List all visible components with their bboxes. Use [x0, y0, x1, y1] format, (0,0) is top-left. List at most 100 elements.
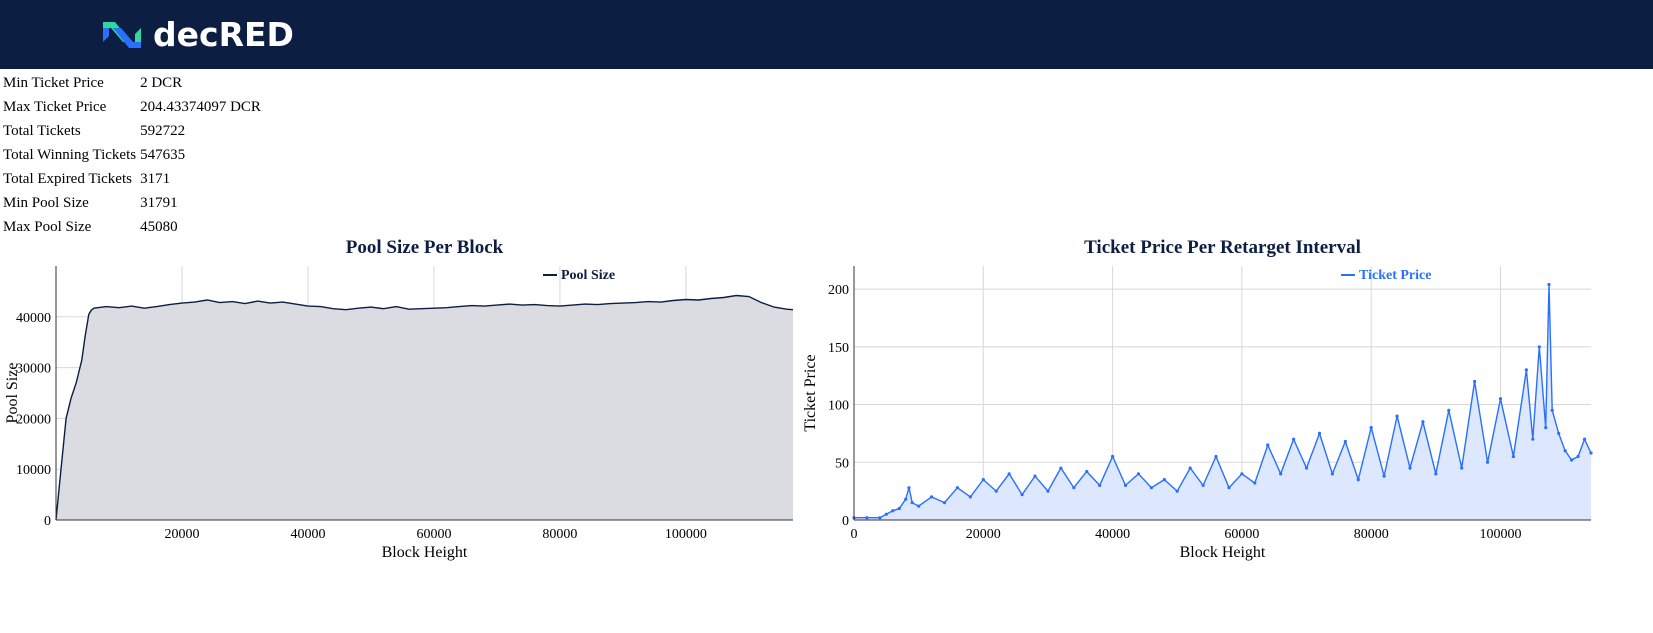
data-point — [1343, 439, 1347, 444]
stats-table: Min Ticket Price 2 DCR Max Ticket Price … — [2, 71, 262, 239]
data-point — [865, 516, 869, 520]
x-tick-label: 80000 — [1354, 527, 1389, 542]
data-point — [1498, 397, 1503, 401]
data-point — [1292, 437, 1296, 441]
stat-value: 31791 — [140, 195, 178, 211]
series-line — [854, 284, 1592, 519]
data-point — [1279, 472, 1283, 476]
y-tick-label: 10000 — [16, 463, 51, 478]
data-point — [910, 501, 914, 505]
pool-size-chart[interactable]: Pool Size Per Block 20000 40000 60000 80000 1… — [0, 236, 800, 566]
series-line — [55, 294, 794, 521]
x-tick-label: 100000 — [1479, 527, 1521, 542]
data-point — [1020, 493, 1024, 497]
data-point — [1563, 449, 1567, 453]
data-point — [1537, 345, 1541, 349]
data-point — [942, 501, 947, 505]
y-tick-label: 30000 — [16, 362, 51, 377]
data-point — [1007, 472, 1011, 476]
x-tick-label: 80000 — [542, 527, 577, 542]
data-point — [1162, 477, 1166, 482]
data-point — [904, 497, 908, 501]
stat-label: Total Winning Tickets — [3, 147, 137, 163]
y-tick-label: 100 — [828, 399, 849, 414]
stat-value: 592722 — [140, 123, 186, 139]
data-point — [897, 506, 901, 511]
data-point — [1201, 483, 1205, 487]
data-point — [1098, 483, 1102, 487]
y-tick-label: 0 — [44, 514, 51, 529]
data-point — [884, 512, 888, 516]
decred-logo-text: decRED — [153, 15, 294, 54]
data-point — [1123, 483, 1128, 487]
chart-title: Pool Size Per Block — [346, 237, 504, 258]
data-point — [1227, 486, 1231, 490]
data-point — [1589, 451, 1593, 455]
data-point — [1266, 443, 1270, 447]
data-point — [1550, 408, 1554, 412]
y-tick-label: 20000 — [16, 412, 51, 427]
y-tick-label: 0 — [842, 514, 849, 529]
data-point — [1570, 458, 1574, 462]
stat-label: Min Pool Size — [3, 195, 89, 211]
data-point — [1460, 466, 1464, 470]
x-tick-label: 20000 — [164, 527, 199, 542]
x-tick-label: 0 — [851, 527, 858, 542]
legend-label: Pool Size — [561, 268, 615, 283]
data-point — [1408, 466, 1412, 470]
x-tick-label: 100000 — [665, 527, 707, 542]
data-point — [1136, 472, 1141, 476]
data-point — [1356, 477, 1360, 482]
x-tick-label: 60000 — [1224, 527, 1259, 542]
stat-value: 2 DCR — [140, 75, 183, 91]
decred-logo[interactable]: decRED — [101, 16, 294, 54]
stat-value: 45080 — [140, 219, 178, 235]
data-point — [1214, 454, 1218, 459]
stat-label: Max Pool Size — [3, 219, 92, 235]
data-point — [1175, 489, 1179, 493]
data-point — [1395, 414, 1399, 418]
charts-area: Pool Size Per Block 20000 40000 60000 80000 1… — [0, 236, 1653, 566]
data-point — [1524, 368, 1528, 372]
top-header-bar: decRED — [0, 0, 1653, 69]
stat-label: Max Ticket Price — [3, 99, 107, 115]
data-point — [878, 516, 882, 520]
data-point — [929, 495, 934, 499]
series-area-fill — [56, 295, 793, 520]
data-point — [1253, 481, 1257, 485]
stats-row-max-ticket-price: Max Ticket Price 204.43374097 DCR — [2, 95, 262, 119]
stat-value: 204.43374097 DCR — [140, 99, 261, 115]
stats-row-total-winning-tickets: Total Winning Tickets 547635 — [2, 143, 262, 167]
stats-row-total-tickets: Total Tickets 592722 — [2, 119, 262, 143]
data-point — [1188, 466, 1192, 470]
stat-value: 3171 — [140, 171, 171, 187]
data-point — [994, 489, 998, 493]
data-point — [1330, 472, 1335, 476]
y-axis-label: Pool Size — [4, 363, 21, 424]
y-tick-label: 50 — [835, 456, 849, 471]
x-tick-label: 20000 — [966, 527, 1001, 542]
data-point — [1046, 489, 1050, 493]
data-point — [1085, 469, 1089, 474]
decred-logo-icon — [103, 22, 141, 48]
stats-row-total-expired-tickets: Total Expired Tickets 3171 — [2, 167, 262, 191]
stat-label: Total Tickets — [3, 123, 81, 139]
data-point — [1547, 282, 1551, 287]
y-axis-label: Ticket Price — [802, 354, 819, 431]
data-point — [955, 486, 960, 490]
stats-row-max-pool-size: Max Pool Size 45080 — [2, 215, 262, 239]
data-point — [1059, 466, 1063, 470]
ticket-price-chart[interactable]: Ticket Price Per Retarget Interval 0 20000… — [800, 236, 1600, 566]
x-tick-label: 40000 — [1095, 527, 1130, 542]
data-point — [907, 486, 911, 490]
data-point — [1072, 486, 1076, 490]
chart-title: Ticket Price Per Retarget Interval — [1084, 237, 1361, 258]
data-point — [1531, 437, 1535, 441]
data-point — [1369, 426, 1373, 430]
data-point — [1421, 420, 1425, 424]
data-point — [1485, 460, 1490, 464]
data-point — [1544, 426, 1548, 430]
data-point — [1382, 474, 1386, 478]
stats-row-min-ticket-price: Min Ticket Price 2 DCR — [2, 71, 262, 95]
data-point — [1447, 408, 1451, 412]
